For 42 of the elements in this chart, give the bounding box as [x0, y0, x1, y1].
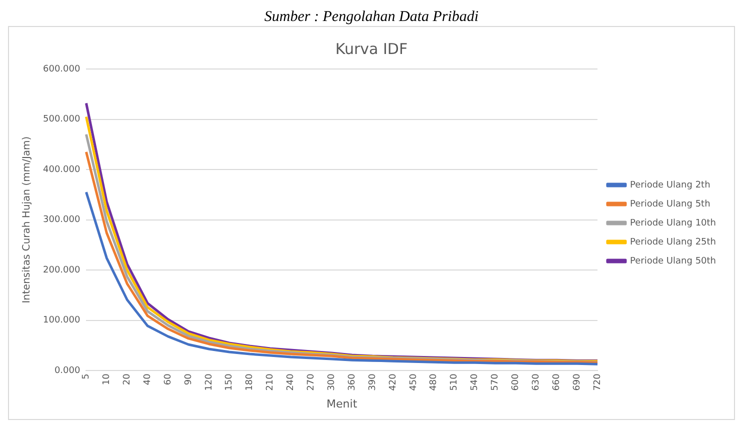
x-tick-label: 480 — [429, 373, 440, 391]
x-tick-label: 420 — [388, 373, 398, 391]
x-tick-label: 630 — [531, 373, 542, 391]
x-tick-label: 270 — [306, 373, 317, 391]
x-tick-label: 600 — [511, 373, 522, 391]
legend-label: Periode Ulang 25th — [630, 237, 716, 248]
x-tick-label: 40 — [142, 373, 153, 386]
legend-label: Periode Ulang 50th — [630, 256, 716, 266]
y-tick-label: 100.000 — [43, 316, 80, 326]
y-tick-label: 400.000 — [43, 164, 80, 175]
x-tick-label: 360 — [347, 373, 358, 391]
chart-title: Kurva IDF — [335, 40, 408, 58]
x-tick-label: 720 — [592, 373, 603, 391]
legend-label: Periode Ulang 2th — [630, 180, 710, 190]
x-tick-label: 540 — [470, 373, 480, 391]
y-tick-label: 600.000 — [43, 64, 80, 74]
x-tick-label: 10 — [102, 373, 112, 386]
x-tick-label: 660 — [552, 373, 562, 391]
x-tick-label: 390 — [368, 373, 378, 391]
x-tick-label: 120 — [204, 373, 214, 391]
x-tick-label: 300 — [326, 373, 337, 391]
legend-label: Periode Ulang 5th — [630, 199, 710, 210]
legend-label: Periode Ulang 10th — [630, 218, 716, 228]
x-tick-label: 690 — [572, 373, 582, 391]
x-tick-label: 210 — [266, 373, 276, 391]
x-tick-label: 5 — [82, 374, 92, 380]
x-tick-label: 450 — [408, 373, 419, 391]
x-tick-label: 90 — [184, 373, 194, 386]
x-tick-label: 150 — [224, 373, 235, 391]
x-tick-label: 570 — [490, 373, 501, 391]
y-tick-label: 500.000 — [43, 114, 80, 125]
y-tick-label: 200.000 — [43, 265, 80, 276]
y-tick-label: 0.000 — [54, 366, 80, 376]
x-tick-label: 60 — [163, 373, 174, 386]
x-tick-label: 20 — [122, 373, 132, 386]
text: Sumber : Pengolahan Data Pribadi — [263, 8, 480, 26]
y-tick-label: 300.000 — [43, 215, 80, 226]
x-tick-label: 510 — [450, 373, 460, 391]
x-axis-title: Menit — [326, 397, 358, 410]
y-axis-title: Intensitas Curah Hujan (mm/Jam) — [22, 136, 33, 304]
x-tick-label: 240 — [286, 373, 296, 391]
x-tick-label: 180 — [245, 373, 256, 391]
